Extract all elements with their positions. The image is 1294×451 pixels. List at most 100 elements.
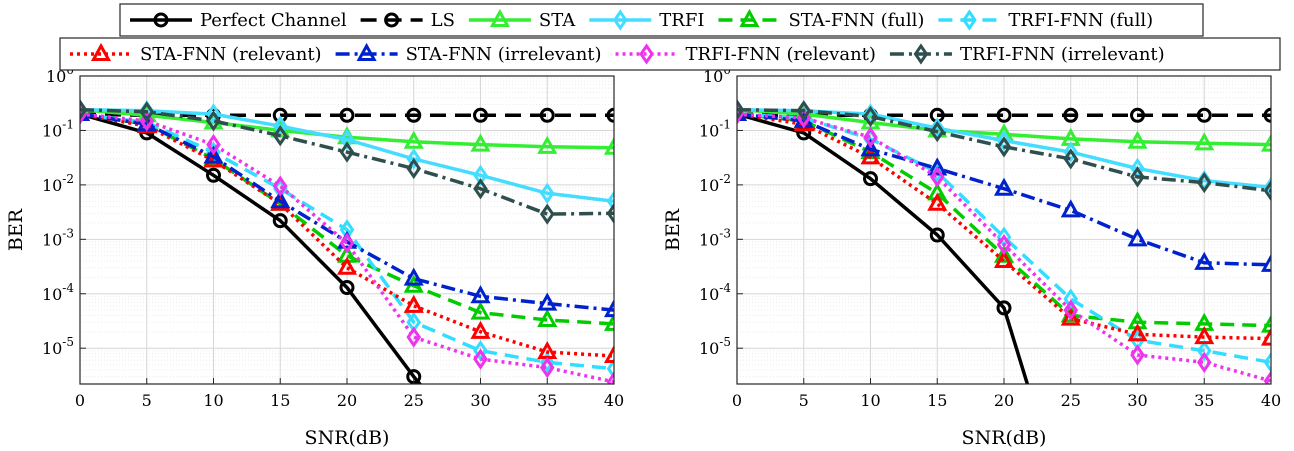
y-tick-label: 10-3 bbox=[699, 226, 731, 249]
legend-marker bbox=[153, 12, 169, 28]
legend-label: TRFI-FNN (full) bbox=[1008, 10, 1153, 31]
data-point-trfi-fnn-irrelevant bbox=[1130, 166, 1145, 188]
data-point-trfi bbox=[1063, 141, 1079, 163]
series-line-trfi bbox=[80, 107, 614, 204]
data-point-trfi-fnn-relevant bbox=[406, 326, 422, 348]
series-line-sta-fnn-relevant bbox=[737, 112, 1271, 341]
x-tick-label: 5 bbox=[799, 391, 809, 410]
data-point-sta-fnn-irrelevant bbox=[860, 138, 881, 157]
legend-label: STA bbox=[539, 10, 576, 31]
data-point-sta-fnn-relevant bbox=[603, 344, 614, 363]
data-point-sta-fnn-relevant bbox=[993, 249, 1015, 268]
chart-panel-left: 051015202530354010-510-410-310-210-1100S… bbox=[5, 63, 624, 449]
data-point-sta-fnn-relevant bbox=[470, 320, 491, 339]
data-point-trfi-fnn-irrelevant bbox=[1263, 180, 1271, 202]
y-axis-label: BER bbox=[5, 208, 27, 251]
data-point-trfi bbox=[206, 103, 221, 125]
data-point-trfi-fnn-full bbox=[539, 351, 555, 373]
data-point-sta-fnn-irrelevant bbox=[537, 292, 558, 311]
data-point-sta-fnn-irrelevant bbox=[1060, 199, 1081, 218]
y-tick-label: 10-2 bbox=[699, 172, 731, 195]
data-point-trfi-fnn-irrelevant bbox=[796, 100, 812, 122]
data-point-sta-fnn-relevant bbox=[1194, 326, 1215, 345]
legend-marker bbox=[612, 9, 628, 31]
legend-item-sta-fnn-relevant: STA-FNN (relevant) bbox=[70, 42, 322, 65]
data-point-ls bbox=[1063, 107, 1079, 123]
data-point-trfi-fnn-relevant bbox=[1063, 299, 1079, 321]
x-tick-label: 5 bbox=[142, 391, 152, 410]
x-tick-label: 40 bbox=[604, 391, 624, 410]
x-tick-label: 30 bbox=[470, 391, 490, 410]
data-point-perfect-channel bbox=[272, 213, 288, 229]
data-point-trfi-fnn-relevant bbox=[1196, 351, 1212, 373]
x-tick-label: 30 bbox=[1127, 391, 1147, 410]
y-tick-label: 10-1 bbox=[42, 117, 74, 140]
data-point-sta bbox=[537, 135, 558, 154]
data-point-trfi-fnn-irrelevant bbox=[539, 203, 555, 225]
series-line-trfi-fnn-full bbox=[737, 112, 1271, 365]
data-point-ls bbox=[406, 107, 422, 123]
data-point-trfi bbox=[606, 190, 614, 212]
data-point-trfi-fnn-irrelevant bbox=[139, 101, 155, 123]
data-point-trfi-fnn-irrelevant bbox=[473, 178, 488, 200]
data-point-trfi-fnn-irrelevant bbox=[929, 121, 945, 143]
x-tick-label: 35 bbox=[537, 391, 557, 410]
data-point-trfi-fnn-irrelevant bbox=[606, 202, 614, 224]
data-point-trfi bbox=[1263, 176, 1271, 199]
data-point-trfi-fnn-relevant bbox=[1263, 370, 1271, 384]
y-tick-label: 10-1 bbox=[699, 117, 731, 140]
legend-marker bbox=[739, 8, 760, 27]
data-point-trfi bbox=[539, 182, 555, 204]
data-point-trfi-fnn-relevant bbox=[996, 233, 1012, 256]
y-tick-label: 10-4 bbox=[699, 281, 731, 304]
series-line-perfect-channel bbox=[80, 112, 423, 384]
legend-item-trfi-fnn-irrelevant: TRFI-FNN (irrelevant) bbox=[889, 43, 1165, 65]
data-point-sta bbox=[1127, 130, 1148, 149]
data-point-trfi-fnn-irrelevant bbox=[1063, 148, 1079, 170]
data-point-sta bbox=[403, 130, 424, 149]
data-point-trfi-fnn-relevant bbox=[929, 166, 945, 188]
data-point-sta-fnn-irrelevant bbox=[993, 177, 1015, 196]
x-tick-label: 15 bbox=[927, 391, 947, 410]
legend-box bbox=[59, 37, 1281, 71]
data-point-trfi-fnn-relevant bbox=[473, 348, 488, 370]
legend-item-ls: LS bbox=[360, 10, 455, 31]
data-point-sta-fnn-relevant bbox=[1127, 323, 1148, 342]
x-axis-label: SNR(dB) bbox=[305, 427, 390, 449]
x-tick-label: 35 bbox=[1194, 391, 1214, 410]
data-point-sta bbox=[1260, 133, 1271, 152]
legend-label: STA-FNN (full) bbox=[788, 10, 924, 31]
data-point-ls bbox=[1196, 107, 1212, 123]
legend-marker bbox=[90, 42, 112, 61]
data-point-perfect-channel bbox=[929, 227, 945, 243]
data-point-trfi-fnn-full bbox=[1263, 351, 1271, 373]
data-point-trfi-fnn-full bbox=[606, 358, 614, 380]
data-point-trfi bbox=[929, 117, 945, 139]
legend-item-sta-fnn-full: STA-FNN (full) bbox=[718, 8, 924, 31]
legend-box bbox=[119, 3, 1204, 37]
legend-label: Perfect Channel bbox=[200, 10, 347, 31]
data-point-trfi-fnn-irrelevant bbox=[272, 125, 288, 147]
data-point-trfi bbox=[339, 128, 355, 151]
data-point-trfi-fnn-relevant bbox=[863, 126, 878, 148]
data-point-sta-fnn-full bbox=[603, 312, 614, 331]
legend-label: TRFI-FNN (relevant) bbox=[686, 44, 876, 65]
data-point-sta-fnn-relevant bbox=[1060, 307, 1081, 326]
data-point-trfi bbox=[996, 129, 1012, 152]
data-point-sta-fnn-irrelevant bbox=[1127, 228, 1148, 247]
data-point-trfi-fnn-irrelevant bbox=[1196, 171, 1212, 194]
data-point-sta-fnn-irrelevant bbox=[203, 145, 224, 164]
legend-label: TRFI bbox=[659, 10, 704, 31]
data-point-trfi-fnn-relevant bbox=[206, 133, 221, 156]
data-point-sta-fnn-full bbox=[1260, 314, 1271, 333]
data-point-sta-fnn-relevant bbox=[336, 256, 358, 275]
x-tick-label: 25 bbox=[1061, 391, 1081, 410]
data-point-sta-fnn-irrelevant bbox=[270, 190, 291, 209]
data-point-trfi-fnn-full bbox=[473, 340, 488, 362]
x-tick-label: 10 bbox=[860, 391, 880, 410]
legend-marker bbox=[962, 9, 977, 31]
legend-item-perfect-channel: Perfect Channel bbox=[130, 10, 347, 31]
series-group bbox=[737, 98, 1271, 384]
data-point-trfi-fnn-irrelevant bbox=[406, 157, 422, 180]
